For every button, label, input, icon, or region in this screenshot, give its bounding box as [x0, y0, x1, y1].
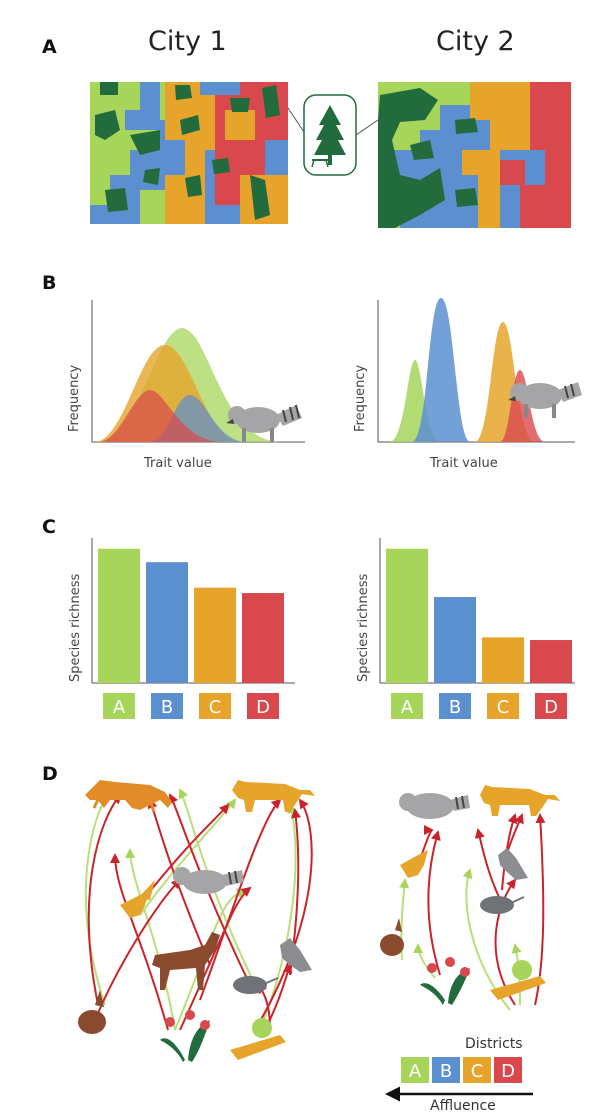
bar-d	[530, 640, 572, 683]
panel-letter-b: B	[42, 272, 57, 294]
richness-ylabel-2: Species richness	[356, 573, 371, 682]
food-waste-icon	[230, 1018, 286, 1060]
trait-ylabel-1: Frequency	[67, 365, 82, 432]
pigeon-icon	[280, 938, 312, 972]
bars-city-2	[386, 548, 572, 683]
rat-icon	[480, 896, 525, 914]
legend-box-b	[432, 1057, 460, 1083]
legend-label-b: B	[440, 1061, 452, 1082]
district-labels-city-2: A B C D	[391, 693, 567, 719]
panel-letter-a: A	[42, 36, 57, 58]
pigeon-icon	[498, 848, 528, 880]
bar-c	[482, 637, 524, 683]
city-2-map	[378, 82, 571, 228]
district-label-box-d	[247, 693, 279, 719]
bar-b	[146, 562, 188, 683]
city-1-map	[90, 82, 288, 224]
plant-icon	[160, 1010, 210, 1062]
park-connector	[287, 107, 379, 136]
raccoon-icon	[173, 867, 244, 894]
district-label-d: D	[256, 697, 270, 718]
district-label-b: B	[449, 697, 461, 718]
bar-a	[386, 548, 428, 683]
district-label-c: C	[497, 697, 510, 718]
trait-ylabel-2: Frequency	[353, 365, 368, 432]
rat-icon	[233, 976, 279, 994]
panel-letter-c: C	[42, 516, 56, 538]
district-label-box-d	[535, 693, 567, 719]
district-labels-city-1: A B C D	[103, 693, 279, 719]
hawk-icon	[400, 850, 428, 878]
bars-city-1	[98, 548, 284, 683]
rabbit-icon	[380, 918, 404, 956]
mountain-lion-icon	[232, 780, 315, 812]
trait-xlabel-1: Trait value	[143, 456, 212, 471]
trait-xlabel-2: Trait value	[429, 456, 498, 471]
coyote-icon	[85, 780, 172, 813]
food-waste-icon	[490, 960, 546, 1000]
affluence-label: Affluence	[430, 1098, 496, 1114]
legend-label-c: C	[471, 1061, 484, 1082]
raccoon-icon	[226, 404, 302, 442]
hawk-icon	[120, 880, 155, 918]
tree-picnic-table-icon	[303, 94, 357, 176]
district-label-box-c	[487, 693, 519, 719]
city-1-title: City 1	[148, 26, 227, 57]
district-label-box-a	[391, 693, 423, 719]
food-web-city-1	[84, 788, 313, 1031]
district-label-b: B	[161, 697, 173, 718]
rabbit-icon	[78, 990, 106, 1034]
bar-b	[434, 597, 476, 683]
legend-title: Districts	[465, 1036, 523, 1052]
district-label-box-c	[199, 693, 231, 719]
district-label-box-a	[103, 693, 135, 719]
bar-a	[98, 548, 140, 683]
legend-box-d	[494, 1057, 522, 1083]
deer-icon	[152, 932, 220, 990]
legend-box-c	[463, 1057, 491, 1083]
legend-label-d: D	[501, 1061, 515, 1082]
district-label-d: D	[544, 697, 558, 718]
trait-plot-city-1: Trait value Frequency	[67, 300, 305, 471]
richness-ylabel-1: Species richness	[68, 573, 83, 682]
district-label-box-b	[151, 693, 183, 719]
district-label-c: C	[209, 697, 222, 718]
richness-chart-city-1: Species richness A B C D	[68, 538, 295, 719]
plant-icon	[420, 957, 470, 1005]
city-2-title: City 2	[436, 26, 515, 57]
mountain-lion-icon	[480, 785, 560, 816]
panel-letter-d: D	[42, 763, 58, 785]
food-web-city-2	[399, 813, 546, 1011]
raccoon-icon	[399, 793, 470, 819]
district-label-box-b	[439, 693, 471, 719]
district-label-a: A	[401, 697, 414, 718]
raccoon-icon	[508, 382, 582, 418]
trait-plot-city-2: Trait value Frequency	[353, 298, 575, 471]
legend-box-a	[401, 1057, 429, 1083]
richness-chart-city-2: Species richness A B C D	[356, 538, 575, 719]
legend-label-a: A	[409, 1061, 422, 1082]
bar-d	[242, 593, 284, 683]
bar-c	[194, 587, 236, 683]
district-label-a: A	[113, 697, 126, 718]
